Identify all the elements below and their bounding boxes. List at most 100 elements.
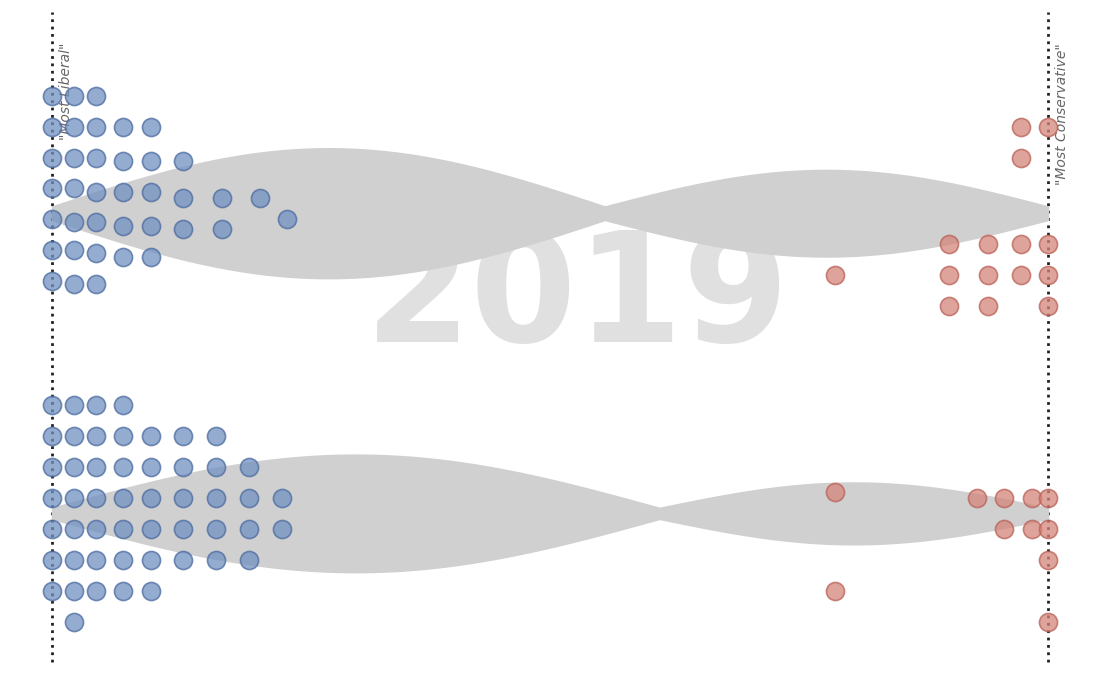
Point — [87, 90, 104, 101]
Point — [87, 555, 104, 565]
Text: 2019: 2019 — [365, 225, 790, 374]
Point — [826, 586, 844, 596]
Point — [142, 220, 160, 231]
Point — [114, 493, 132, 503]
Point — [175, 431, 192, 441]
Point — [65, 524, 82, 534]
Point — [43, 586, 60, 596]
Point — [114, 186, 132, 197]
Text: "Most Conservative": "Most Conservative" — [1055, 43, 1069, 185]
Point — [87, 248, 104, 259]
Point — [208, 555, 226, 565]
Text: "Most Liberal": "Most Liberal" — [58, 43, 73, 140]
Point — [213, 192, 231, 203]
Point — [87, 152, 104, 163]
Point — [240, 462, 257, 472]
Point — [1040, 301, 1057, 311]
Point — [1012, 121, 1030, 132]
Point — [114, 121, 132, 132]
Point — [87, 586, 104, 596]
Point — [1040, 493, 1057, 503]
Point — [142, 251, 160, 262]
Point — [87, 524, 104, 534]
Point — [43, 431, 60, 441]
Point — [65, 431, 82, 441]
Point — [65, 400, 82, 410]
Point — [142, 524, 160, 534]
Point — [65, 279, 82, 290]
Point — [996, 493, 1013, 503]
Point — [43, 90, 60, 101]
Point — [87, 121, 104, 132]
Point — [175, 192, 192, 203]
Point — [114, 251, 132, 262]
Point — [251, 192, 268, 203]
Point — [43, 493, 60, 503]
Point — [114, 220, 132, 231]
Point — [43, 245, 60, 255]
Point — [175, 555, 192, 565]
Point — [142, 186, 160, 197]
Point — [240, 493, 257, 503]
Point — [940, 270, 958, 280]
Point — [114, 462, 132, 472]
Point — [43, 152, 60, 163]
Point — [979, 239, 997, 249]
Point — [175, 462, 192, 472]
Point — [65, 555, 82, 565]
Point — [1012, 152, 1030, 163]
Point — [142, 121, 160, 132]
Point — [273, 493, 290, 503]
Point — [240, 524, 257, 534]
Point — [87, 493, 104, 503]
Point — [979, 301, 997, 311]
Point — [142, 555, 160, 565]
Point — [1023, 524, 1041, 534]
Point — [1012, 270, 1030, 280]
Point — [114, 586, 132, 596]
Point — [114, 555, 132, 565]
Point — [175, 493, 192, 503]
Point — [240, 555, 257, 565]
Point — [65, 217, 82, 228]
Point — [87, 186, 104, 197]
Point — [213, 223, 231, 234]
Point — [979, 270, 997, 280]
Point — [87, 462, 104, 472]
Point — [114, 400, 132, 410]
Point — [826, 270, 844, 280]
Point — [142, 493, 160, 503]
Point — [826, 487, 844, 497]
Point — [43, 121, 60, 132]
Point — [1040, 524, 1057, 534]
Point — [208, 431, 226, 441]
Point — [1023, 493, 1041, 503]
Point — [1040, 121, 1057, 132]
Point — [208, 462, 226, 472]
Point — [65, 121, 82, 132]
Point — [175, 524, 192, 534]
Point — [940, 301, 958, 311]
Point — [65, 462, 82, 472]
Point — [175, 155, 192, 166]
Point — [43, 555, 60, 565]
Point — [87, 279, 104, 290]
Point — [968, 493, 986, 503]
Point — [273, 524, 290, 534]
Point — [1040, 616, 1057, 627]
Point — [43, 214, 60, 225]
Point — [43, 524, 60, 534]
Point — [43, 276, 60, 286]
Point — [43, 462, 60, 472]
Point — [43, 183, 60, 194]
Point — [65, 493, 82, 503]
Point — [65, 90, 82, 101]
Point — [142, 155, 160, 166]
Point — [65, 245, 82, 255]
Point — [1040, 239, 1057, 249]
Point — [175, 223, 192, 234]
Point — [65, 586, 82, 596]
Point — [87, 400, 104, 410]
Point — [43, 400, 60, 410]
Point — [278, 214, 296, 225]
